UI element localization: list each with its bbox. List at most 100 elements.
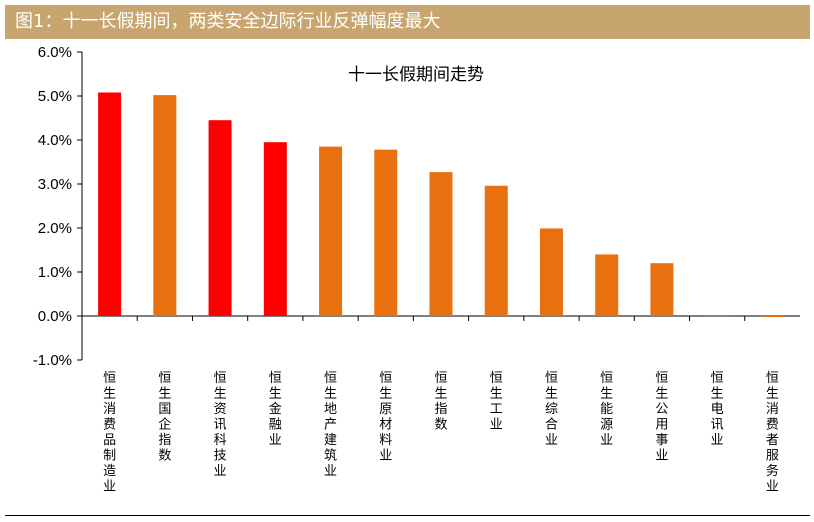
bar <box>208 120 232 316</box>
category-label-char: 费 <box>103 418 116 433</box>
category-label-char: 业 <box>103 480 116 495</box>
y-tick-label: 0.0% <box>38 308 72 325</box>
figure-header: 图1：十一长假期间，两类安全边际行业反弹幅度最大 <box>5 5 810 39</box>
category-label-char: 生 <box>766 387 779 402</box>
category-label-char: 服 <box>766 449 779 464</box>
category-label-char: 费 <box>766 418 779 433</box>
bar <box>595 254 619 316</box>
category-label-char: 讯 <box>214 418 227 433</box>
bar <box>484 185 508 316</box>
category-label-char: 技 <box>214 449 227 464</box>
category-label-char: 生 <box>269 387 282 402</box>
bar <box>319 146 343 316</box>
y-tick-label: 4.0% <box>38 132 72 149</box>
category-label-char: 业 <box>766 480 779 495</box>
category-label-char: 生 <box>103 387 116 402</box>
category-label-char: 产 <box>324 418 337 433</box>
category-label-char: 事 <box>655 433 668 448</box>
category-label-char: 品 <box>103 433 116 448</box>
category-label-char: 能 <box>600 402 613 417</box>
category-label-char: 务 <box>766 463 779 479</box>
category-label-char: 指 <box>434 402 447 417</box>
category-label-char: 合 <box>545 418 558 433</box>
y-tick-label: 3.0% <box>38 176 72 193</box>
category-label-char: 料 <box>379 433 392 448</box>
category-label-char: 科 <box>214 433 227 448</box>
category-label-char: 业 <box>269 433 282 448</box>
category-label-char: 恒 <box>158 371 171 386</box>
category-label-char: 生 <box>655 387 668 402</box>
category-label-char: 工 <box>490 402 503 417</box>
bar <box>153 95 177 317</box>
category-label-char: 业 <box>545 433 558 448</box>
category-label-char: 建 <box>324 433 337 448</box>
category-label-char: 恒 <box>711 371 724 386</box>
y-tick-label: 2.0% <box>38 220 72 237</box>
category-label-char: 生 <box>158 387 171 402</box>
bar <box>539 228 563 316</box>
category-label-char: 业 <box>490 418 503 433</box>
category-label-char: 电 <box>711 402 724 417</box>
category-label-char: 恒 <box>545 371 558 386</box>
category-label-char: 恒 <box>324 371 337 386</box>
category-label-char: 企 <box>158 417 171 433</box>
category-label-char: 生 <box>711 387 724 402</box>
category-label-char: 生 <box>324 387 337 402</box>
category-label-char: 用 <box>655 418 668 433</box>
category-label-char: 恒 <box>379 371 392 386</box>
category-label-char: 造 <box>103 464 116 479</box>
category-label-char: 恒 <box>214 371 227 386</box>
bar <box>705 315 729 316</box>
category-label-char: 原 <box>379 402 392 417</box>
category-label-char: 生 <box>214 387 227 402</box>
y-tick-label: -1.0% <box>33 352 72 369</box>
bar <box>650 263 674 316</box>
category-label-char: 业 <box>711 433 724 448</box>
category-label-char: 讯 <box>711 418 724 433</box>
category-label-char: 业 <box>600 433 613 448</box>
category-label-char: 恒 <box>766 371 779 386</box>
category-label-char: 恒 <box>600 371 613 386</box>
bar-layer <box>98 92 784 317</box>
bar <box>374 149 398 316</box>
label-layer: 恒生消费品制造业恒生国企指数恒生资讯科技业恒生金融业恒生地产建筑业恒生原材料业恒… <box>103 371 779 495</box>
category-label-char: 恒 <box>655 371 668 386</box>
y-tick-label: 6.0% <box>38 44 72 61</box>
category-label-char: 制 <box>103 449 116 464</box>
bar <box>263 142 287 316</box>
chart-title: 十一长假期间走势 <box>348 65 484 85</box>
category-label-char: 业 <box>214 464 227 479</box>
category-label-char: 业 <box>324 464 337 479</box>
category-label-char: 恒 <box>434 371 447 386</box>
category-label-char: 生 <box>600 387 613 402</box>
category-label-char: 生 <box>379 387 392 402</box>
category-label-char: 恒 <box>103 371 116 386</box>
category-label-char: 数 <box>158 449 171 464</box>
y-tick-label: 5.0% <box>38 88 72 105</box>
category-label-char: 恒 <box>269 371 282 386</box>
category-label-char: 融 <box>269 418 282 433</box>
category-label-char: 综 <box>545 402 558 417</box>
axis-layer: 6.0% 5.0% 4.0% 3.0% 2.0% 1.0% 0.0% -1.0% <box>33 44 800 369</box>
category-label-char: 生 <box>434 387 447 402</box>
category-label-char: 业 <box>655 449 668 464</box>
category-label-char: 材 <box>379 418 392 433</box>
category-label-char: 数 <box>434 418 447 433</box>
bottom-rule <box>5 515 810 516</box>
category-label-char: 公 <box>655 402 668 417</box>
category-label-char: 消 <box>766 402 779 417</box>
category-label-char: 生 <box>490 387 503 402</box>
category-label-char: 业 <box>379 449 392 464</box>
bar <box>429 172 453 316</box>
category-label-char: 筑 <box>324 448 337 464</box>
